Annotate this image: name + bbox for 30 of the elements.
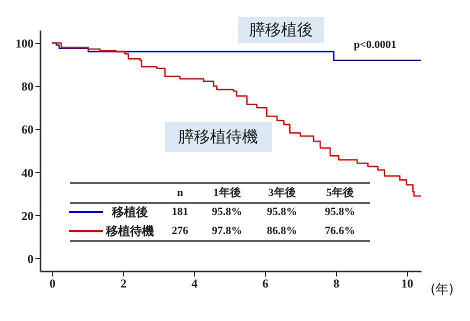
- y-tick-label: 40: [22, 166, 34, 180]
- x-tick-label: 10: [401, 276, 414, 290]
- x-axis-title: (年): [430, 282, 454, 298]
- y-tick-label: 80: [22, 80, 34, 94]
- y-tick-label: 100: [16, 36, 34, 50]
- annotation: 膵移植後: [249, 20, 313, 39]
- annotation: n: [176, 187, 184, 199]
- annotation: 3年後: [268, 186, 296, 199]
- annotation: 95.8%: [212, 206, 242, 218]
- y-tick-label: 60: [22, 122, 34, 137]
- annotation: 1年後: [213, 186, 241, 199]
- annotation: 5年後: [326, 186, 354, 199]
- annotation: 181: [172, 206, 188, 218]
- annotation: 97.8%: [212, 225, 242, 237]
- legend-label: 移植後: [111, 205, 148, 219]
- y-tick-label: 20: [22, 208, 34, 223]
- annotation: p<0.0001: [354, 39, 396, 51]
- y-tick-label: 0: [28, 252, 34, 266]
- annotation: 95.8%: [324, 206, 356, 218]
- x-tick-label: 6: [262, 276, 268, 290]
- x-tick-label: 0: [50, 276, 56, 290]
- x-tick-label: 2: [120, 276, 127, 290]
- x-tick-label: 8: [333, 276, 340, 290]
- annotation: 276: [172, 225, 189, 237]
- annotation: 95.8%: [266, 206, 298, 218]
- annotation: 86.8%: [266, 225, 298, 237]
- annotation: 膵移植待機: [178, 127, 258, 146]
- x-tick-label: 4: [191, 276, 198, 290]
- legend-label: 移植待機: [105, 224, 154, 238]
- annotation: 76.6%: [324, 225, 356, 237]
